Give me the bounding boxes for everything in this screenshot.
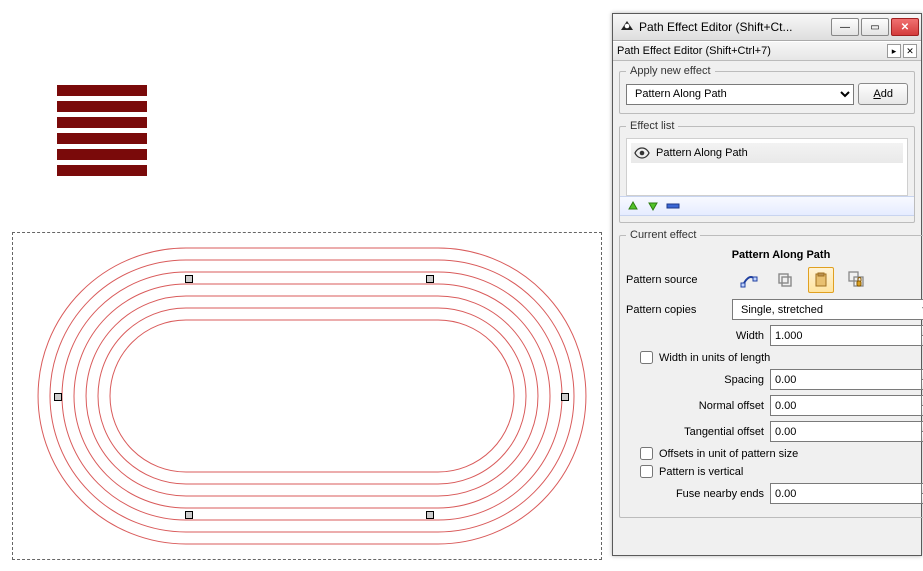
move-up-icon[interactable] [626, 199, 640, 213]
selection-rect [12, 232, 602, 560]
pattern-copies-label: Pattern copies [626, 304, 726, 316]
spacing-label: Spacing [626, 374, 764, 386]
tangential-offset-label: Tangential offset [626, 426, 764, 438]
maximize-button[interactable]: ▭ [861, 18, 889, 36]
window-buttons: — ▭ ✕ [831, 18, 919, 36]
width-input[interactable] [770, 325, 921, 346]
offsets-in-unit-checkbox[interactable] [640, 447, 653, 460]
width-label: Width [626, 330, 764, 342]
current-effect-group: Current effect Pattern Along Path Patter… [619, 229, 923, 518]
tangential-offset-input[interactable] [770, 421, 921, 442]
effect-list-toolbar [620, 196, 914, 216]
add-button-label: dd [881, 88, 893, 100]
window-body: Apply new effect Pattern Along Path Add … [613, 61, 921, 528]
selection-handle[interactable] [426, 275, 434, 283]
fuse-label: Fuse nearby ends [626, 488, 764, 500]
dock-close-icon[interactable]: ✕ [903, 44, 917, 58]
effect-list-legend: Effect list [626, 120, 678, 132]
selection-handle[interactable] [54, 393, 62, 401]
current-effect-title: Pattern Along Path [626, 249, 923, 261]
selection-handle[interactable] [561, 393, 569, 401]
edit-path-icon[interactable] [736, 267, 762, 293]
pattern-source-label: Pattern source [626, 274, 726, 286]
current-legend: Current effect [626, 229, 700, 241]
spacing-input[interactable] [770, 369, 921, 390]
link-icon[interactable] [844, 267, 870, 293]
dock-menu-icon[interactable]: ▸ [887, 44, 901, 58]
remove-icon[interactable] [666, 199, 680, 213]
pattern-source-swatch [57, 85, 147, 181]
dock-titlebar: Path Effect Editor (Shift+Ctrl+7) ▸ ✕ [613, 41, 921, 61]
effect-list-group: Effect list Pattern Along Path [619, 120, 915, 223]
width-in-units-checkbox[interactable] [640, 351, 653, 364]
copy-icon[interactable] [772, 267, 798, 293]
fuse-input[interactable] [770, 483, 921, 504]
path-effect-editor-window: Path Effect Editor (Shift+Ct... — ▭ ✕ Pa… [612, 13, 922, 556]
pattern-vertical-label: Pattern is vertical [659, 466, 743, 478]
normal-offset-label: Normal offset [626, 400, 764, 412]
effect-select[interactable]: Pattern Along Path [626, 84, 854, 105]
selection-handle[interactable] [426, 511, 434, 519]
selection-handle[interactable] [185, 275, 193, 283]
offsets-in-unit-label: Offsets in unit of pattern size [659, 448, 798, 460]
window-titlebar[interactable]: Path Effect Editor (Shift+Ct... — ▭ ✕ [613, 14, 921, 41]
app-icon [619, 19, 635, 35]
normal-offset-input[interactable] [770, 395, 921, 416]
move-down-icon[interactable] [646, 199, 660, 213]
minimize-button[interactable]: — [831, 18, 859, 36]
dock-title-text: Path Effect Editor (Shift+Ctrl+7) [617, 45, 885, 57]
effect-list-item-label: Pattern Along Path [656, 147, 748, 159]
apply-new-effect-group: Apply new effect Pattern Along Path Add [619, 65, 915, 114]
close-button[interactable]: ✕ [891, 18, 919, 36]
apply-legend: Apply new effect [626, 65, 715, 77]
visibility-icon[interactable] [634, 145, 650, 161]
pattern-copies-select[interactable]: Single, stretched [732, 299, 923, 320]
pattern-vertical-checkbox[interactable] [640, 465, 653, 478]
effect-list[interactable]: Pattern Along Path [626, 138, 908, 196]
width-in-units-label: Width in units of length [659, 352, 770, 364]
canvas-area [0, 0, 612, 571]
window-title: Path Effect Editor (Shift+Ct... [639, 20, 831, 34]
paste-icon[interactable] [808, 267, 834, 293]
selection-handle[interactable] [185, 511, 193, 519]
add-button[interactable]: Add [858, 83, 908, 105]
effect-list-item[interactable]: Pattern Along Path [631, 143, 903, 163]
